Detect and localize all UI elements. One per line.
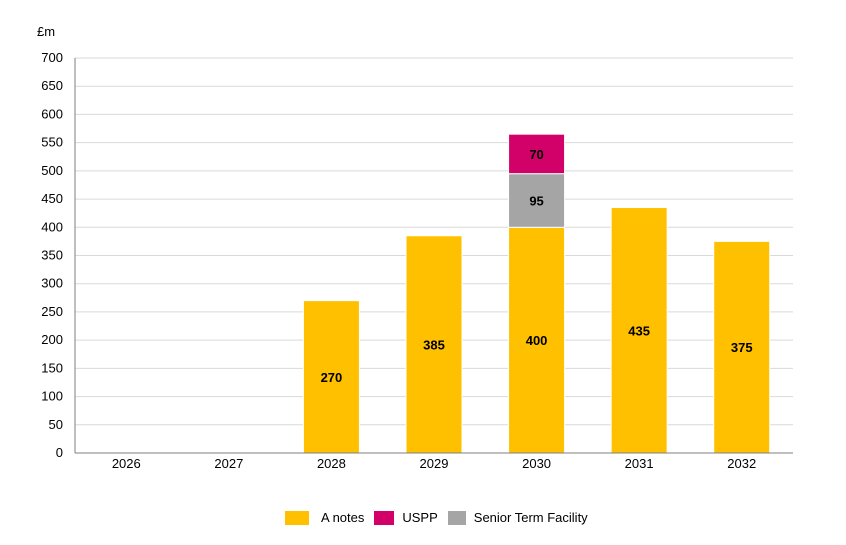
x-tick-2032: 2032 bbox=[727, 456, 756, 471]
legend-item-uspp: USPP bbox=[374, 510, 438, 525]
y-tick-0: 0 bbox=[56, 445, 63, 460]
y-tick-350: 350 bbox=[41, 248, 63, 263]
data-label-a-notes-2031: 435 bbox=[628, 323, 650, 338]
x-tick-2027: 2027 bbox=[214, 456, 243, 471]
bar-a-notes-2028 bbox=[302, 300, 360, 454]
legend-swatch-uspp bbox=[374, 510, 395, 525]
legend-swatch-a-notes bbox=[285, 510, 309, 525]
x-tick-labels: 2026 2027 2028 2029 2030 2031 2032 bbox=[112, 456, 756, 471]
bar-a-notes-2032 bbox=[713, 240, 771, 454]
legend-item-senior-term-facility: Senior Term Facility bbox=[447, 510, 588, 525]
data-label-a-notes-2029: 385 bbox=[423, 337, 445, 352]
y-axis-label: £m bbox=[37, 24, 55, 39]
data-label-a-notes-2028: 270 bbox=[321, 370, 343, 385]
data-label-a-notes-2032: 375 bbox=[731, 340, 753, 355]
data-label-a-notes-2030: 400 bbox=[526, 333, 548, 348]
y-tick-300: 300 bbox=[41, 276, 63, 291]
y-tick-500: 500 bbox=[41, 163, 63, 178]
y-tick-650: 650 bbox=[41, 78, 63, 93]
legend-swatch-senior-term-facility bbox=[447, 510, 466, 525]
bar-senior-term-facility-2030 bbox=[508, 173, 566, 228]
bar-a-notes-2030 bbox=[508, 226, 566, 454]
legend: A notes USPP Senior Term Facility bbox=[285, 510, 598, 525]
y-tick-250: 250 bbox=[41, 304, 63, 319]
y-tick-450: 450 bbox=[41, 191, 63, 206]
legend-item-a-notes: A notes bbox=[285, 510, 364, 525]
y-tick-100: 100 bbox=[41, 389, 63, 404]
legend-label-senior-term-facility: Senior Term Facility bbox=[473, 510, 588, 525]
bar-a-notes-2031 bbox=[610, 207, 668, 454]
bars: 270 385 400 95 70 435 375 bbox=[302, 133, 771, 454]
x-tick-2030: 2030 bbox=[522, 456, 551, 471]
x-tick-2028: 2028 bbox=[317, 456, 346, 471]
x-tick-2026: 2026 bbox=[112, 456, 141, 471]
bar-a-notes-2029 bbox=[405, 235, 463, 454]
legend-label-uspp: USPP bbox=[402, 510, 438, 525]
y-tick-200: 200 bbox=[41, 332, 63, 347]
y-tick-labels: 0 50 100 150 200 250 300 350 400 450 500 550 600 650 7… bbox=[41, 50, 63, 460]
y-tick-50: 50 bbox=[49, 417, 63, 432]
y-tick-600: 600 bbox=[41, 106, 63, 121]
legend-label-a-notes: A notes bbox=[321, 510, 365, 525]
y-tick-550: 550 bbox=[41, 135, 63, 150]
x-tick-2029: 2029 bbox=[420, 456, 449, 471]
data-label-senior-term-facility-2030: 95 bbox=[529, 193, 543, 208]
x-tick-2031: 2031 bbox=[625, 456, 654, 471]
data-label-uspp-2030: 70 bbox=[529, 147, 543, 162]
y-tick-400: 400 bbox=[41, 219, 63, 234]
bar-uspp-2030 bbox=[508, 133, 566, 175]
y-tick-700: 700 bbox=[41, 50, 63, 65]
y-tick-150: 150 bbox=[41, 360, 63, 375]
